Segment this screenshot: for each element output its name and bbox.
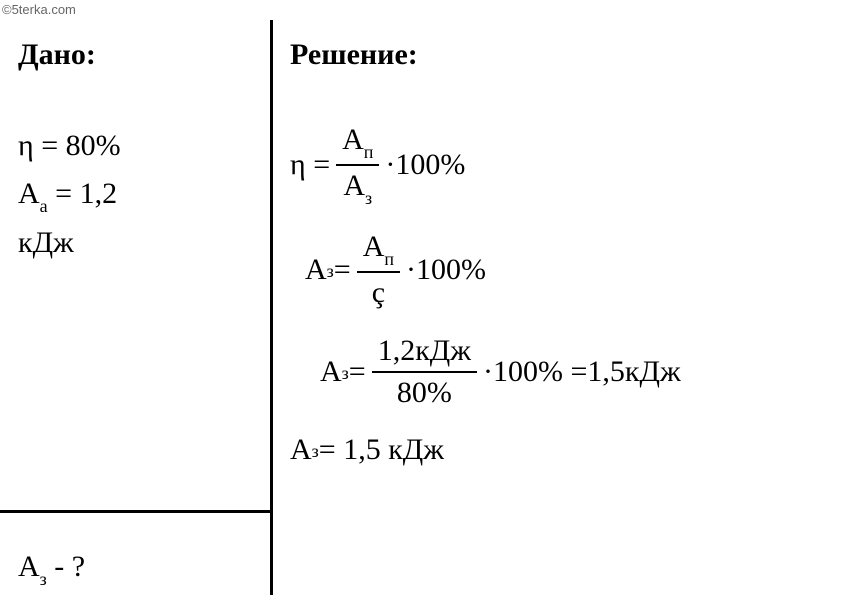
- f3-lhs-var: А: [320, 355, 342, 389]
- f3-lhs-eq: =: [349, 355, 366, 389]
- f2-lhs-eq: =: [334, 253, 351, 287]
- f2-lhs-var: А: [305, 253, 327, 287]
- result-sub: з: [312, 441, 319, 462]
- question-var: А: [18, 550, 40, 583]
- formula-block: η = Ап Аз ·100% Аз = Ап ç: [290, 122, 861, 467]
- f2-denominator: ç: [366, 273, 391, 311]
- result-value: = 1,5 кДж: [319, 433, 444, 467]
- f1-numerator: Ап: [336, 122, 379, 166]
- solution-heading: Решение:: [290, 38, 861, 72]
- work-var: А: [18, 177, 40, 210]
- main-container: Дано: η = 80% Аа = 1,2 кДж Аз - ? Решени…: [0, 0, 861, 595]
- result-var: А: [290, 433, 312, 467]
- given-work-line: Аа = 1,2: [18, 170, 260, 219]
- watermark-text: ©5terka.com: [2, 2, 76, 17]
- f1-num-var: А: [342, 123, 364, 156]
- work-subscript: а: [40, 196, 48, 216]
- f1-tail: ·100%: [385, 148, 465, 182]
- solution-column: Решение: η = Ап Аз ·100% Аз =: [270, 20, 861, 595]
- formula-2: Аз = Ап ç ·100%: [290, 229, 861, 311]
- eta-value: η = 80%: [18, 129, 121, 162]
- f3-denominator: 80%: [391, 373, 458, 411]
- f3-lhs-sub: з: [342, 363, 349, 384]
- f1-denominator: Аз: [337, 166, 378, 208]
- formula-3: Аз = 1,2кДж 80% ·100% =1,5кДж: [290, 333, 861, 411]
- f3-fraction: 1,2кДж 80%: [372, 333, 477, 411]
- f2-num-sub: п: [384, 249, 394, 269]
- f2-tail: ·100%: [406, 253, 486, 287]
- f1-num-sub: п: [364, 142, 374, 162]
- f1-den-var: А: [343, 169, 365, 202]
- f1-fraction: Ап Аз: [336, 122, 379, 207]
- f2-lhs-sub: з: [327, 261, 334, 282]
- work-eq-value: = 1,2: [48, 177, 117, 210]
- given-heading: Дано:: [18, 38, 260, 72]
- f3-tail: ·100% =1,5кДж: [483, 355, 681, 389]
- formula-1: η = Ап Аз ·100%: [290, 122, 861, 207]
- question-line: Аз - ?: [18, 550, 85, 588]
- f2-numerator: Ап: [357, 229, 400, 273]
- f3-numerator: 1,2кДж: [372, 333, 477, 373]
- given-unit-line: кДж: [18, 219, 260, 267]
- given-eta-line: η = 80%: [18, 122, 260, 170]
- question-tail: - ?: [47, 550, 85, 583]
- f2-num-var: А: [363, 230, 385, 263]
- f1-den-sub: з: [365, 188, 372, 208]
- f2-fraction: Ап ç: [357, 229, 400, 311]
- question-sub: з: [40, 569, 47, 589]
- given-column: Дано: η = 80% Аа = 1,2 кДж Аз - ?: [0, 20, 270, 595]
- f1-lhs: η =: [290, 148, 330, 182]
- result-line: Аз = 1,5 кДж: [290, 433, 861, 467]
- vertical-divider: [270, 20, 273, 595]
